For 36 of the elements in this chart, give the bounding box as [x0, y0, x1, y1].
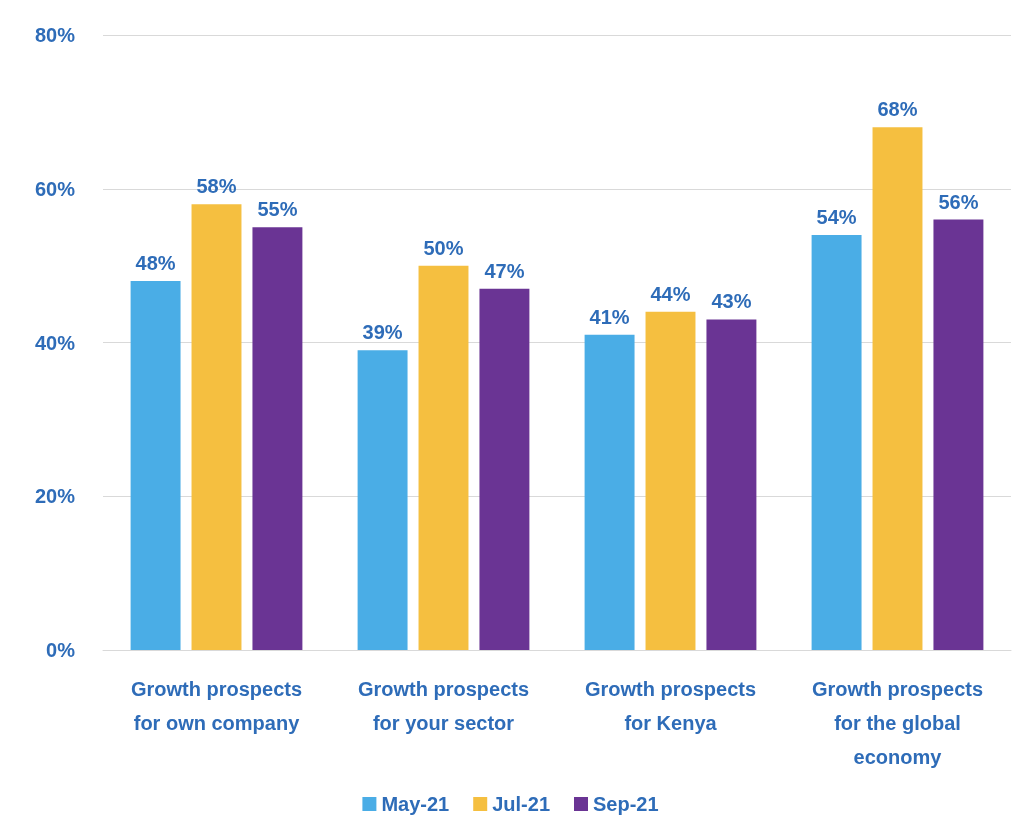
data-label: 58%: [196, 175, 237, 198]
data-label: 44%: [650, 282, 691, 305]
bar: [645, 311, 696, 650]
data-label: 41%: [589, 305, 630, 328]
bar: [811, 234, 862, 650]
bar: [418, 265, 469, 650]
data-label: 55%: [257, 198, 298, 221]
bar: [357, 350, 408, 650]
x-tick-label: Growth prospects for own company: [130, 678, 303, 734]
bar: [584, 334, 635, 650]
y-tick-label: 60%: [34, 177, 76, 200]
bar: [191, 204, 242, 650]
y-tick-label: 20%: [34, 485, 76, 508]
bar: [933, 219, 984, 650]
data-label: 48%: [135, 252, 176, 274]
legend-label: Jul-21: [492, 793, 551, 815]
data-label: 54%: [816, 205, 857, 228]
legend-label: May-21: [381, 793, 450, 815]
legend-label: Sep-21: [593, 793, 659, 815]
y-tick-label: 80%: [34, 24, 76, 46]
x-tick-label: Growth prospects for your sector: [357, 678, 530, 734]
data-label: 68%: [877, 98, 918, 121]
data-label: 39%: [362, 321, 403, 344]
data-label: 50%: [423, 236, 464, 259]
data-label: 56%: [938, 190, 979, 213]
data-label: 47%: [484, 259, 525, 282]
bar: [130, 281, 181, 650]
bar: [479, 288, 530, 650]
data-label: 43%: [711, 290, 752, 313]
x-tick-label: Growth prospects for the global economy: [811, 678, 984, 768]
y-tick-label: 0%: [46, 639, 76, 661]
x-tick-label: Growth prospects for Kenya: [584, 678, 757, 734]
bar: [706, 319, 757, 650]
bar: [252, 227, 303, 650]
y-tick-label: 40%: [34, 331, 76, 354]
bar: [872, 127, 923, 650]
